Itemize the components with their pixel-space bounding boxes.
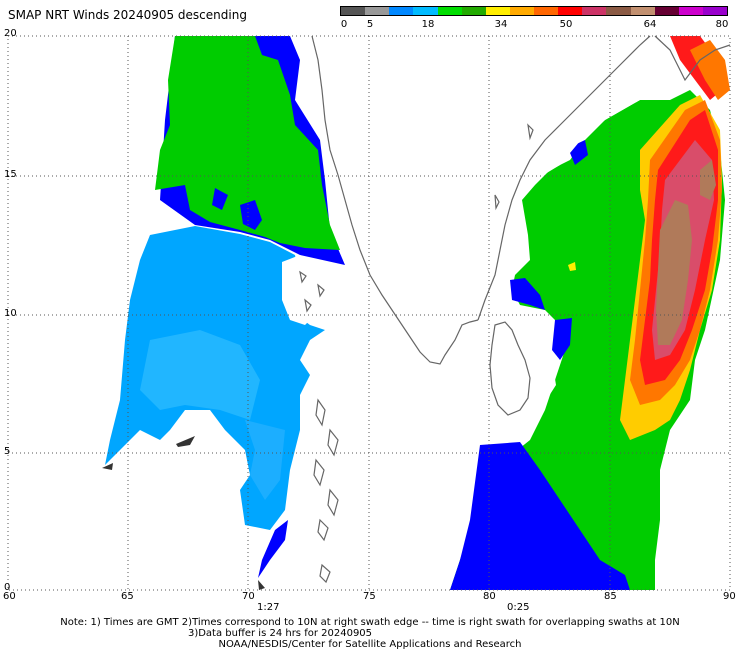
colorbar-label-5: 5 [366,19,374,30]
colorbar-segment [534,7,559,15]
maldives-2 [327,428,339,457]
bay-coast-north [654,35,731,82]
wind-region-blue-patch-2 [240,200,262,230]
andaman-2 [494,194,500,211]
colorbar-segment [630,7,655,15]
colorbar-label-34: 34 [494,19,508,30]
x-tick-70: 70 [242,591,255,602]
maldives-6 [319,563,331,584]
note-line-2: 3)Data buffer is 24 hrs for 20240905 [187,628,373,639]
coastlines [299,35,731,584]
colorbar-label-64: 64 [643,19,657,30]
x-tick-85: 85 [604,591,617,602]
map-frame [7,35,731,591]
x-tick-90: 90 [723,591,736,602]
wind-region-yellow-dot [568,262,576,271]
swath-edge-dark-2 [102,463,113,470]
colorbar-segment [702,7,727,15]
india-west-coast [311,35,479,365]
map-title: SMAP NRT Winds 20240905 descending [8,8,247,22]
sri-lanka [489,321,531,416]
colorbar-segment [558,7,583,15]
x-tick-65: 65 [121,591,134,602]
wind-region-brown [656,200,692,345]
lakshadweep-2 [317,283,325,298]
y-tick-10: 10 [4,308,17,319]
y-tick-15: 15 [4,169,17,180]
x-tick-75: 75 [363,591,376,602]
left-swath [102,36,345,590]
y-tick-0: 0 [4,582,11,593]
colorbar-label-0: 0 [340,19,348,30]
lakshadweep-3 [304,298,312,313]
maldives-5 [317,518,329,542]
wind-region-lightblue-shade [140,330,260,420]
maldives-4 [327,488,339,517]
colorbar-segment [413,7,438,15]
wind-region-brown-2 [700,160,716,200]
y-tick-20: 20 [4,28,17,39]
colorbar-label-18: 18 [421,19,435,30]
maldives-1 [315,398,326,427]
note-line-1: Note: 1) Times are GMT 2)Times correspon… [60,617,680,628]
wind-region-blue-right-mid [510,278,545,310]
coastal-gap-right [478,315,556,440]
colorbar-segment [341,7,366,15]
wind-region-orange-top [690,40,730,100]
colorbar-segment [509,7,534,15]
colorbar-segment [437,7,462,15]
wind-region-blue-patch [212,188,228,210]
andaman-1 [527,123,534,141]
colorbar-segment [678,7,703,15]
wind-region-green-left [155,36,340,250]
wind-region-blue-right-bottom [450,442,630,590]
colorbar-segment [485,7,510,15]
wind-region-blue-right-mid-2 [552,318,572,360]
india-east-coast [477,35,651,321]
x-tick-80: 80 [483,591,496,602]
coastal-gap [282,255,335,325]
note-line-3: NOAA/NESDIS/Center for Satellite Applica… [218,639,522,650]
colorbar-segment [582,7,607,15]
right-swath [450,36,730,590]
colorbar-segment [461,7,486,15]
wind-region-lightblue-shade-2 [245,420,285,500]
swath-time-right: 0:25 [507,602,530,613]
wind-region-blue-left-bottom [258,520,288,578]
lakshadweep-1 [299,270,307,284]
colorbar-segment [606,7,631,15]
lat-lon-grid [8,36,730,590]
swath-edge-dark [176,436,195,447]
y-tick-5: 5 [4,446,11,457]
x-tick-60: 60 [3,591,16,602]
colorbar-label-80: 80 [715,19,729,30]
swath-edge-dark-3 [258,580,265,590]
coastal-gap-north [470,36,670,320]
maldives-3 [313,458,325,487]
swath-time-left: 1:27 [257,602,280,613]
colorbar-segment [654,7,679,15]
colorbar-label-50: 50 [559,19,573,30]
colorbar [340,6,728,16]
colorbar-segment [389,7,414,15]
colorbar-segment [365,7,390,15]
